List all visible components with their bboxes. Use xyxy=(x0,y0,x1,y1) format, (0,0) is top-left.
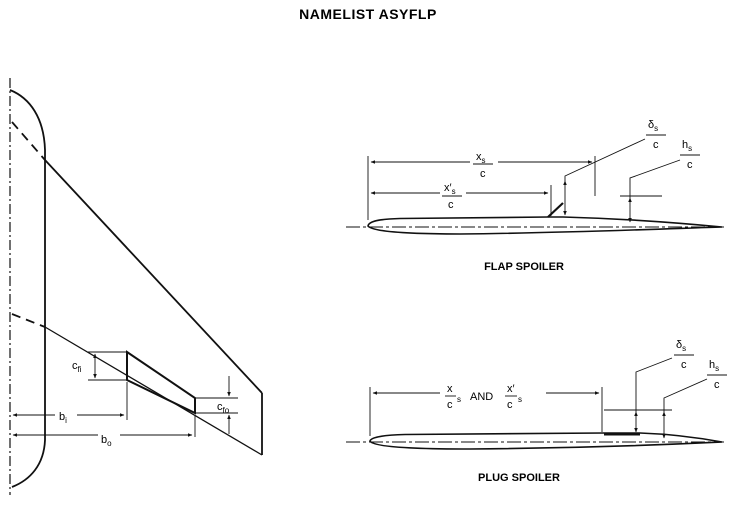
plug-xps-sub: s xyxy=(518,395,522,404)
flap-spoiler-diagram: xs c x′s c δs c hs c FLAP SPOILER xyxy=(346,119,724,273)
hinge-line-dashed xyxy=(11,313,46,328)
plug-xs-sub: s xyxy=(457,395,461,404)
flap-airfoil xyxy=(367,216,723,235)
bi-label: bi xyxy=(59,411,67,425)
flap-ds-num: δs xyxy=(648,119,658,133)
plug-ds-den: c xyxy=(681,359,687,371)
plug-xps-num: x′ xyxy=(507,383,515,395)
wing-leading-edge xyxy=(44,159,263,394)
cfi-label: cfi xyxy=(72,360,82,374)
wing-trailing-edge xyxy=(44,326,263,456)
plug-airfoil xyxy=(369,432,723,450)
plug-hs-num: hs xyxy=(709,359,719,373)
plug-and-label: AND xyxy=(470,391,493,403)
plug-hs-den: c xyxy=(714,379,720,391)
flap-xs-den: c xyxy=(480,168,486,180)
plug-ds-num: δs xyxy=(676,339,686,353)
fuselage-outline xyxy=(9,89,46,488)
flap-xs-num: xs xyxy=(476,151,486,165)
bo-label: bo xyxy=(101,434,112,448)
flap-ds-den: c xyxy=(653,139,659,151)
plug-xs-num: x xyxy=(447,383,453,395)
wing-planform: bi bo cfi cfo xyxy=(9,78,263,495)
plug-hs-leader xyxy=(663,378,708,412)
cfo-label: cfo xyxy=(217,401,230,415)
flap-hs-leader xyxy=(629,159,681,198)
plug-spoiler-diagram: x c s AND x′ c s δs c hs c PLUG SPOILER xyxy=(346,339,727,484)
flap-hs-den: c xyxy=(687,159,693,171)
flap-hs-num: hs xyxy=(682,139,692,153)
plug-spoiler-caption: PLUG SPOILER xyxy=(478,472,560,484)
flap-outline xyxy=(126,350,196,415)
plug-xs-den: c xyxy=(447,399,453,411)
flap-spoiler-panel xyxy=(547,202,564,218)
flap-ds-leader xyxy=(564,138,646,181)
flap-xps-num: x′s xyxy=(444,182,456,196)
leading-edge-dashed xyxy=(11,121,46,161)
flap-spoiler-caption: FLAP SPOILER xyxy=(484,261,564,273)
diagram-title: NAMELIST ASYFLP xyxy=(299,6,437,22)
plug-xps-den: c xyxy=(507,399,513,411)
plug-ds-leader xyxy=(635,357,673,412)
flap-xps-den: c xyxy=(448,199,454,211)
